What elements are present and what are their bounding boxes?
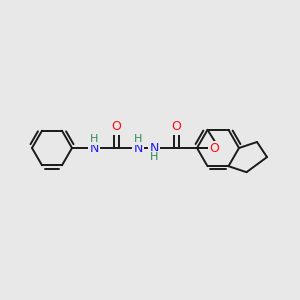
Text: O: O [209,142,219,154]
Text: H: H [134,134,142,144]
Text: O: O [171,121,181,134]
Text: H: H [150,152,158,162]
Text: N: N [149,142,159,154]
Text: N: N [133,142,143,154]
Text: N: N [89,142,99,154]
Text: O: O [111,121,121,134]
Text: H: H [90,134,98,144]
